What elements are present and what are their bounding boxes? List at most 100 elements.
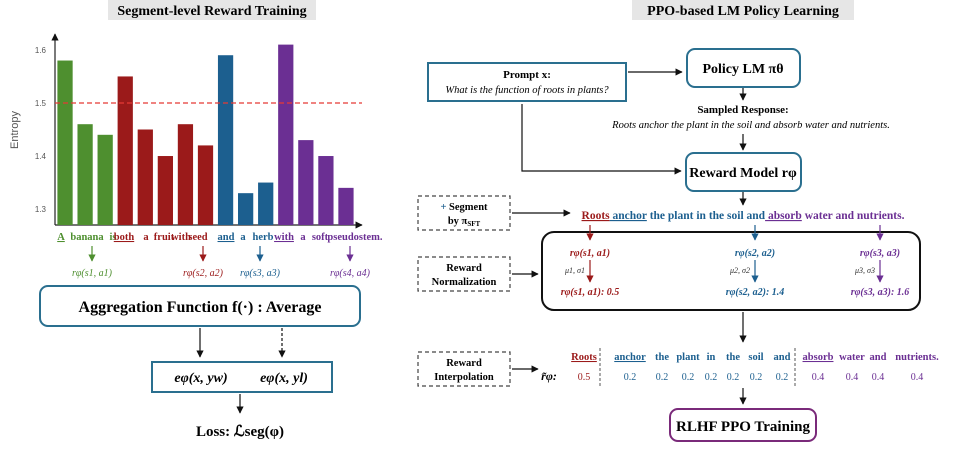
- policy-label: Policy LM πθ: [702, 62, 783, 77]
- interp-word: in: [707, 352, 716, 363]
- bar: [217, 55, 234, 225]
- left-title: Segment-level Reward Training: [117, 4, 306, 19]
- bar: [157, 156, 173, 225]
- right-title: PPO-based LM Policy Learning: [647, 4, 839, 19]
- norm-box-line2: Normalization: [432, 277, 497, 288]
- interp-value: 0.2: [624, 372, 637, 383]
- segment-span: absorb: [765, 210, 802, 222]
- segmented-sentence: Roots anchor the plant in the soil and a…: [582, 210, 905, 222]
- norm-bottom-label: rφ(s3, a3): 1.6: [851, 287, 910, 298]
- interp-value: 0.5: [578, 372, 591, 383]
- interp-value: 0.2: [750, 372, 763, 383]
- interp-value: 0.4: [911, 372, 924, 383]
- norm-top-label: rφ(s1, a1): [570, 248, 610, 259]
- e-w-label: eφ(x, yw): [174, 371, 227, 386]
- policy-box: [686, 48, 801, 88]
- token: fruit: [154, 232, 175, 243]
- bar: [278, 44, 294, 225]
- bar: [258, 182, 274, 225]
- interp-word: water: [839, 352, 865, 363]
- token: is: [109, 232, 116, 243]
- token: with: [274, 232, 294, 243]
- interp-value: 0.4: [846, 372, 859, 383]
- bar: [77, 124, 93, 225]
- prompt-label: Prompt x:: [503, 69, 551, 81]
- segment-reward-label: rφ(s3, a3): [240, 268, 281, 279]
- interp-symbol: r̃φ:: [541, 369, 557, 383]
- rlhf-box: [669, 408, 817, 442]
- bar: [318, 156, 334, 225]
- bar: [177, 124, 194, 225]
- bar: [238, 193, 254, 225]
- bar: [97, 134, 113, 225]
- normalization-panel: [541, 231, 921, 311]
- rlhf-label: RLHF PPO Training: [676, 419, 810, 435]
- token: soft: [312, 232, 329, 243]
- e-l-label: eφ(x, yl): [260, 371, 308, 386]
- left-title-bg: [108, 0, 316, 20]
- token: both: [114, 232, 135, 243]
- interp-box-line2: Interpolation: [434, 372, 494, 383]
- token: banana: [70, 232, 104, 243]
- reward-model-box: [685, 152, 802, 192]
- entropy-bar-chart: Entropy 1.3 1.4 1.5 1.6: [9, 33, 363, 229]
- token: pseudostem.: [327, 232, 383, 243]
- norm-box-line1: Reward: [446, 263, 482, 274]
- interp-word: absorb: [803, 352, 834, 363]
- interp-value: 0.2: [705, 372, 718, 383]
- y-tick-label: 1.6: [35, 46, 47, 55]
- interp-value: 0.2: [727, 372, 740, 383]
- y-axis-label: Entropy: [9, 111, 21, 149]
- segment-rewards: rφ(s1, a1) rφ(s2, a2) rφ(s3, a3) rφ(s4, a4): [72, 246, 371, 279]
- y-tick-label: 1.3: [35, 205, 47, 214]
- segment-span: water and nutrients.: [802, 210, 905, 222]
- interp-value: 0.4: [812, 372, 825, 383]
- interp-box-line1: Reward: [446, 358, 482, 369]
- interp-value: 0.4: [872, 372, 885, 383]
- bar: [197, 145, 214, 225]
- sampled-label: Sampled Response:: [697, 104, 788, 116]
- y-tick-label: 1.5: [35, 99, 47, 108]
- y-ticks: 1.3 1.4 1.5 1.6: [35, 46, 47, 214]
- token: a: [240, 232, 246, 243]
- normalization-box: [417, 256, 511, 292]
- bars: [57, 44, 354, 226]
- norm-mu-sigma: μ3, σ3: [854, 266, 875, 275]
- segment-box: [417, 195, 511, 231]
- interp-word: and: [870, 352, 887, 363]
- norm-mu-sigma: μ2, σ2: [729, 266, 750, 275]
- interp-word: the: [655, 352, 669, 363]
- embedding-box: [151, 361, 333, 393]
- interp-word: soil: [748, 352, 763, 363]
- interpolated-rewards: Roots 0.5 anchor 0.2 the 0.2 plant 0.2 in 0.2 the 0…: [571, 352, 939, 383]
- token: a: [143, 232, 149, 243]
- normalization-columns: rφ(s1, a1) μ1, σ1 rφ(s1, a1): 0.5 rφ(s2, a2…: [561, 225, 910, 298]
- y-tick-label: 1.4: [35, 152, 47, 161]
- interp-value: 0.2: [776, 372, 789, 383]
- reward-model-label: Reward Model rφ: [689, 166, 797, 181]
- bar: [117, 76, 133, 225]
- norm-mu-sigma: μ1, σ1: [564, 266, 585, 275]
- segment-box-line1: + Segment: [440, 202, 488, 213]
- bar: [137, 129, 153, 225]
- norm-bottom-label: rφ(s1, a1): 0.5: [561, 287, 620, 298]
- bar: [57, 60, 73, 226]
- segment-span: the plant in the soil and: [647, 210, 766, 222]
- norm-bottom-label: rφ(s2, a2): 1.4: [726, 287, 785, 298]
- bar: [338, 187, 354, 225]
- loss-label: Loss: ℒseg(φ): [196, 424, 284, 440]
- prompt-box: [427, 62, 627, 102]
- token: with: [171, 232, 191, 243]
- interp-value: 0.2: [656, 372, 669, 383]
- sampled-text: Roots anchor the plant in the soil and a…: [611, 120, 890, 131]
- interp-value: 0.2: [682, 372, 695, 383]
- aggregation-label: Aggregation Function f(·) : Average: [79, 299, 322, 316]
- aggregation-box: [39, 285, 361, 327]
- interp-word: the: [726, 352, 740, 363]
- interp-word: and: [774, 352, 791, 363]
- segment-reward-label: rφ(s1, a1): [72, 268, 113, 279]
- token: A: [57, 232, 65, 243]
- segment-reward-label: rφ(s2, a2): [183, 268, 224, 279]
